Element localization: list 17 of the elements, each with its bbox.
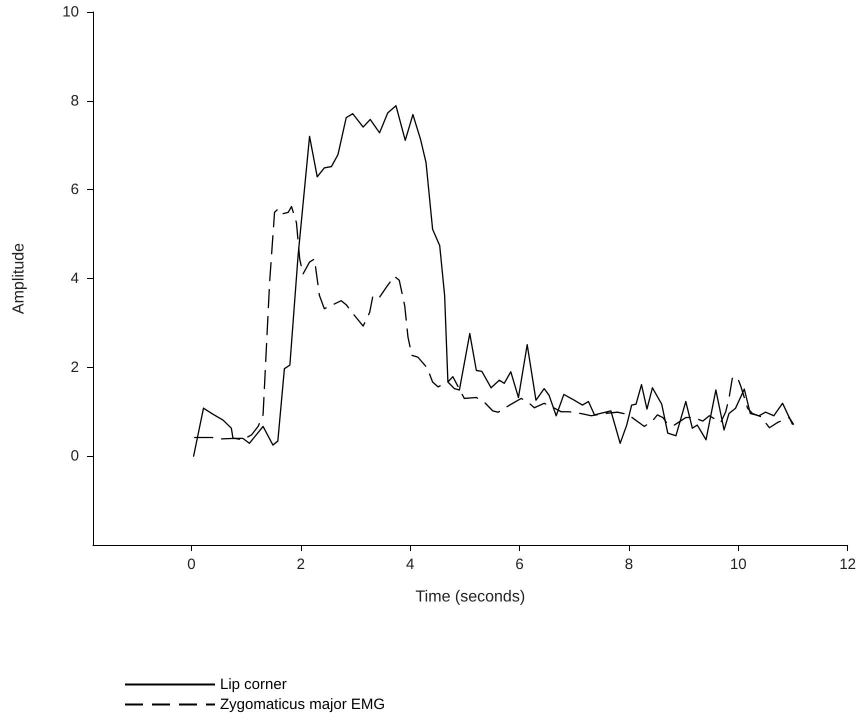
x-tick-label: 4: [406, 556, 414, 573]
x-tick-label: 6: [515, 556, 524, 573]
y-tick-label: 10: [62, 4, 79, 20]
x-tick-label: 12: [839, 556, 856, 573]
x-tick-label: 8: [624, 556, 634, 573]
x-tick-label: 10: [730, 556, 747, 573]
x-tick-label: 0: [187, 556, 196, 573]
y-tick-label: 6: [70, 181, 79, 198]
y-tick-label: 2: [70, 358, 79, 376]
x-axis-title: Time (seconds): [416, 588, 526, 606]
y-axis-title: Amplitude: [10, 242, 28, 314]
legend-label: Zygomaticus major EMG: [220, 696, 386, 713]
y-tick-label: 8: [70, 92, 79, 110]
y-tick-label: 4: [70, 270, 79, 287]
legend-label: Lip corner: [220, 676, 287, 693]
x-tick-label: 2: [296, 556, 305, 573]
y-tick-label: 0: [70, 448, 79, 465]
